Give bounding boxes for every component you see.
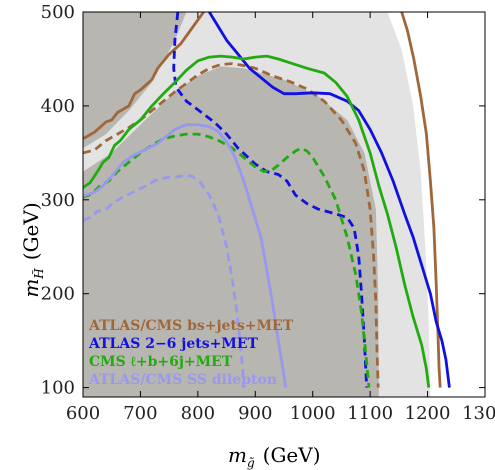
legend-entry-3: ATLAS/CMS SS dilepton — [88, 372, 277, 388]
region-1 — [83, 12, 379, 397]
y-tick-label-4: 500 — [41, 2, 75, 23]
series-curve-2 — [400, 12, 442, 388]
legend: ATLAS/CMS bs+jets+MET ATLAS 2−6 jets+MET C… — [88, 318, 294, 388]
y-tick-label-1: 200 — [41, 284, 75, 305]
x-tick-label-0: 600 — [66, 403, 100, 424]
x-axis-title: mg̃ (GeV) — [228, 443, 321, 470]
x-tick-label-4: 1000 — [290, 403, 336, 424]
exclusion-curves — [83, 12, 451, 388]
axis-ticks: 600 700 800 900 1000 1100 1200 1300 100 200 300 400… — [41, 2, 495, 424]
legend-entry-1: ATLAS 2−6 jets+MET — [88, 336, 259, 352]
y-axis-title: mH̃(GeV) — [19, 202, 46, 297]
x-tick-label-3: 900 — [238, 403, 272, 424]
x-tick-label-7: 1300 — [462, 403, 495, 424]
excluded-regions — [83, 12, 431, 397]
x-tick-label-1: 700 — [123, 403, 157, 424]
x-tick-label-2: 800 — [181, 403, 215, 424]
series-curve-5 — [83, 54, 431, 388]
y-tick-label-2: 300 — [41, 190, 75, 211]
x-tick-label-6: 1200 — [405, 403, 451, 424]
legend-entry-0: ATLAS/CMS bs+jets+MET — [88, 318, 294, 334]
series-curve-8 — [83, 173, 246, 388]
series-curve-0 — [83, 12, 205, 141]
series-curve-3 — [172, 12, 369, 388]
plot-frame — [82, 11, 486, 398]
x-tick-label-5: 1100 — [347, 403, 393, 424]
y-tick-label-0: 100 — [41, 378, 75, 399]
y-tick-label-3: 400 — [41, 96, 75, 117]
legend-entry-2: CMS ℓ+b+6j+MET — [89, 354, 233, 370]
series-curve-7 — [83, 123, 288, 388]
series-curve-6 — [83, 132, 371, 388]
